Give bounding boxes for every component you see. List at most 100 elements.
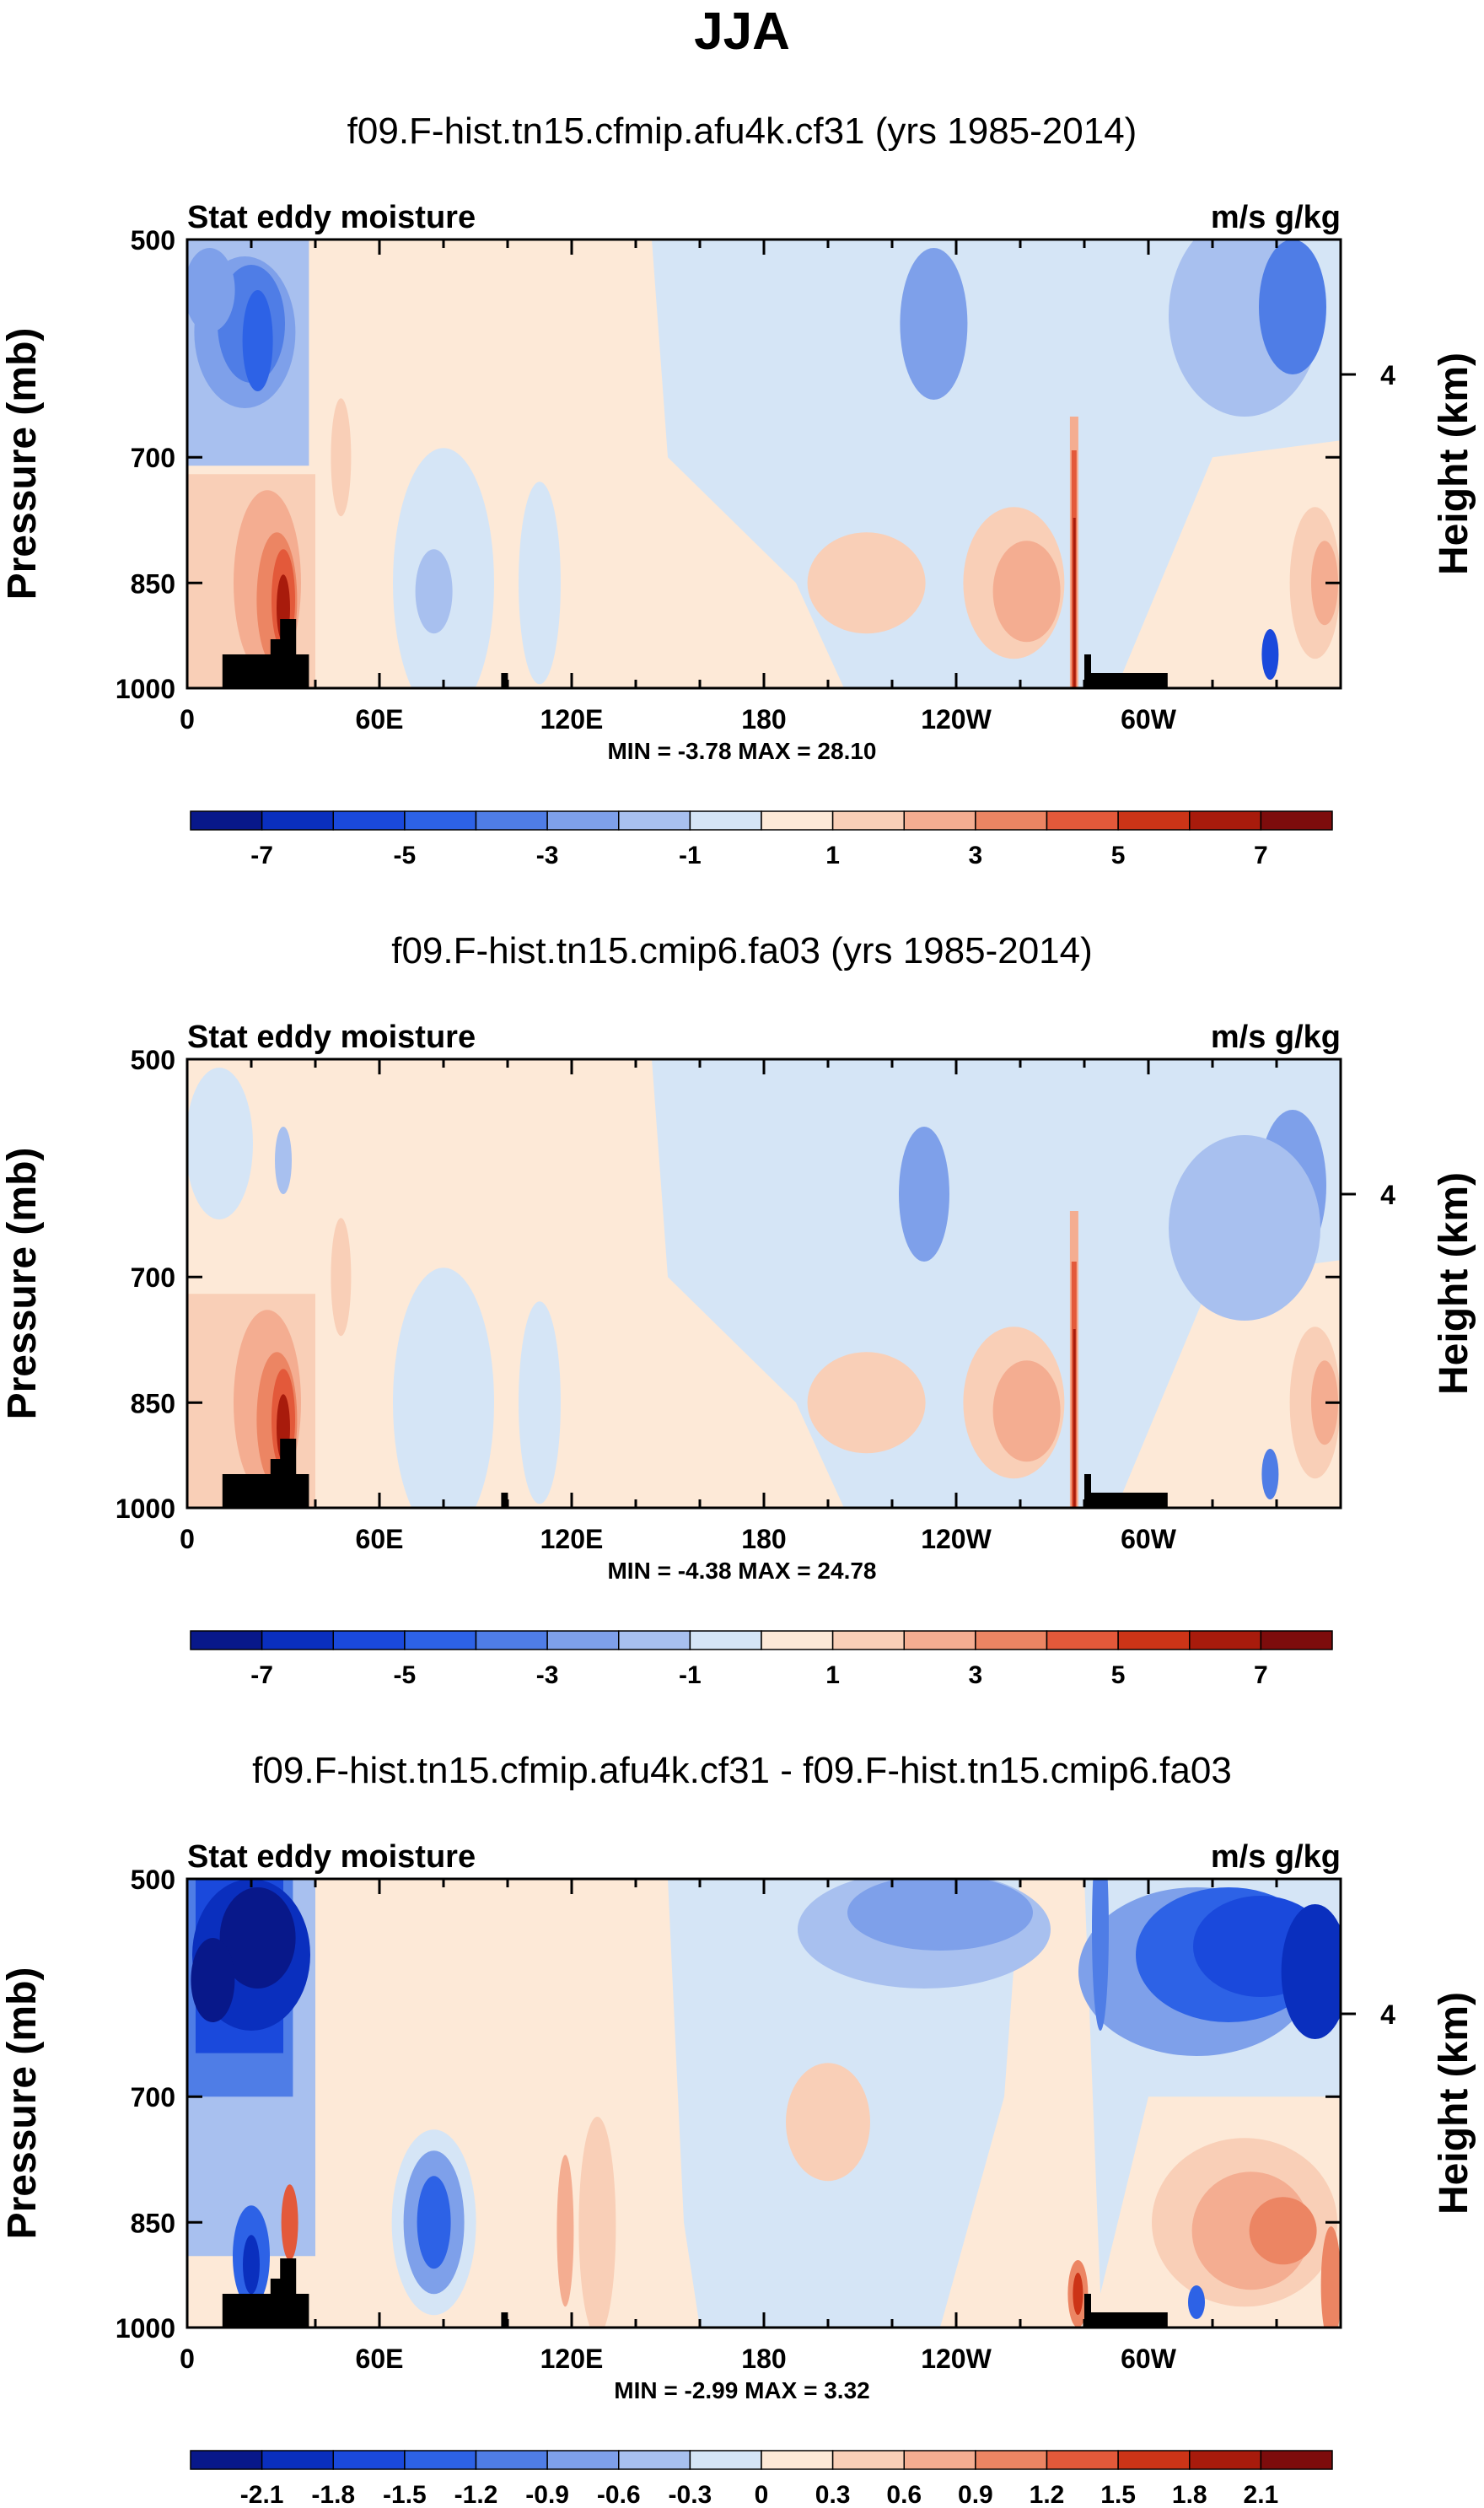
contour-region [187, 248, 235, 332]
contour-region [1311, 541, 1338, 626]
left-label: Stat eddy moisture [187, 1839, 476, 1875]
y-tick-label: 850 [131, 568, 175, 599]
colorbar-box [618, 810, 691, 831]
x-tick-label: 120E [540, 1524, 604, 1554]
right-label: m/s g/kg [1211, 1020, 1341, 1055]
colorbar-box [903, 810, 976, 831]
min-max-stats: MIN = -4.38 MAX = 24.78 [607, 1558, 876, 1584]
colorbar-box [618, 1630, 691, 1650]
colorbar-box [546, 2450, 620, 2470]
x-tick-label: 0 [180, 704, 195, 735]
colorbar-label: 1 [825, 1661, 840, 1689]
contour-region [187, 1068, 253, 1219]
colorbar-box [475, 810, 548, 831]
figure-title: JJA [694, 3, 790, 61]
y-right-axis-label: Height (km) [1432, 1172, 1476, 1395]
colorbar-box [903, 1630, 976, 1650]
left-label: Stat eddy moisture [187, 200, 476, 235]
y-tick-label: 850 [131, 1388, 175, 1418]
colorbar-label: -7 [250, 1661, 273, 1689]
colorbar-box [903, 2450, 976, 2470]
topography [1084, 654, 1091, 688]
contour-region [786, 2063, 870, 2182]
colorbar-label: -1.5 [383, 2481, 427, 2508]
colorbar-box [975, 2450, 1048, 2470]
colorbar-label: 3 [969, 842, 983, 869]
panel-title: f09.F-hist.tn15.cfmip.afu4k.cf31 - f09.F… [252, 1750, 1232, 1791]
contour-region [219, 1887, 296, 1989]
colorbar-box [404, 810, 477, 831]
contour-field [187, 1879, 1341, 2328]
y-axis-label: Pressure (mb) [0, 1148, 45, 1420]
colorbar-box [475, 2450, 548, 2470]
contour-region [281, 2184, 298, 2261]
left-label: Stat eddy moisture [187, 1020, 476, 1055]
colorbar-box [1117, 2450, 1191, 2470]
contour-region [992, 1360, 1061, 1462]
contour-region [243, 2235, 260, 2295]
topography [1084, 1493, 1168, 1508]
x-tick-label: 120W [921, 1524, 992, 1554]
colorbar-box [689, 810, 762, 831]
x-tick-label: 180 [741, 2344, 786, 2374]
contour-region [275, 1127, 292, 1194]
y-tick-label: 500 [131, 1865, 175, 1895]
colorbar-box [831, 1630, 905, 1650]
contour-region [331, 398, 352, 517]
colorbar-box [1260, 810, 1333, 831]
colorbar-label: 0.6 [886, 2481, 922, 2508]
colorbar-label: -1.2 [454, 2481, 498, 2508]
contour-region [417, 2176, 451, 2269]
colorbar-box [332, 1630, 406, 1650]
topography [1084, 2312, 1168, 2328]
contour-region [1320, 2226, 1341, 2328]
colorbar-box [475, 1630, 548, 1650]
contour-region [1073, 1329, 1076, 1508]
colorbar-label: 2.1 [1244, 2481, 1279, 2508]
x-tick-label: 60E [356, 2344, 404, 2374]
colorbar-box [404, 2450, 477, 2470]
colorbar-box [761, 810, 834, 831]
contour-region [1092, 1879, 1109, 2031]
colorbar-box [1117, 810, 1191, 831]
contour-region [1188, 2285, 1205, 2319]
colorbar-box [761, 2450, 834, 2470]
panel-3: f09.F-hist.tn15.cfmip.afu4k.cf31 - f09.F… [0, 1750, 1476, 2508]
colorbar-label: -3 [536, 1661, 559, 1689]
contour-region [331, 1218, 352, 1337]
colorbar-label: -0.3 [669, 2481, 712, 2508]
y-axis-label: Pressure (mb) [0, 1967, 45, 2240]
colorbar-box [618, 2450, 691, 2470]
y-tick-label: 700 [131, 443, 175, 473]
contour-region [519, 482, 561, 685]
colorbar-label: 0.9 [958, 2481, 993, 2508]
contour-region [242, 290, 273, 391]
colorbar-box [261, 810, 334, 831]
topography [501, 673, 508, 688]
colorbar-box [190, 2450, 263, 2470]
colorbar-box [332, 810, 406, 831]
topography [1084, 2294, 1091, 2328]
colorbar-label: -0.6 [597, 2481, 641, 2508]
x-tick-label: 60W [1121, 1524, 1177, 1554]
contour-region [992, 541, 1061, 643]
colorbar-box [1260, 1630, 1333, 1650]
contour-region [847, 1879, 1033, 1951]
colorbar-label: -2.1 [240, 2481, 284, 2508]
colorbar-label: 7 [1254, 842, 1268, 869]
contour-field [187, 239, 1341, 688]
panel-2: f09.F-hist.tn15.cmip6.fa03 (yrs 1985-201… [0, 930, 1476, 1689]
y-right-axis-label: Height (km) [1432, 1992, 1476, 2215]
x-tick-label: 60E [356, 1524, 404, 1554]
colorbar-label: -3 [536, 842, 559, 869]
contour-region [393, 1267, 494, 1508]
x-tick-label: 120E [540, 704, 604, 735]
y-tick-label: 700 [131, 2082, 175, 2112]
x-tick-label: 120W [921, 704, 992, 735]
contour-region [807, 532, 926, 634]
x-tick-label: 180 [741, 1524, 786, 1554]
x-tick-label: 120W [921, 2344, 992, 2374]
x-tick-label: 120E [540, 2344, 604, 2374]
x-tick-label: 180 [741, 704, 786, 735]
